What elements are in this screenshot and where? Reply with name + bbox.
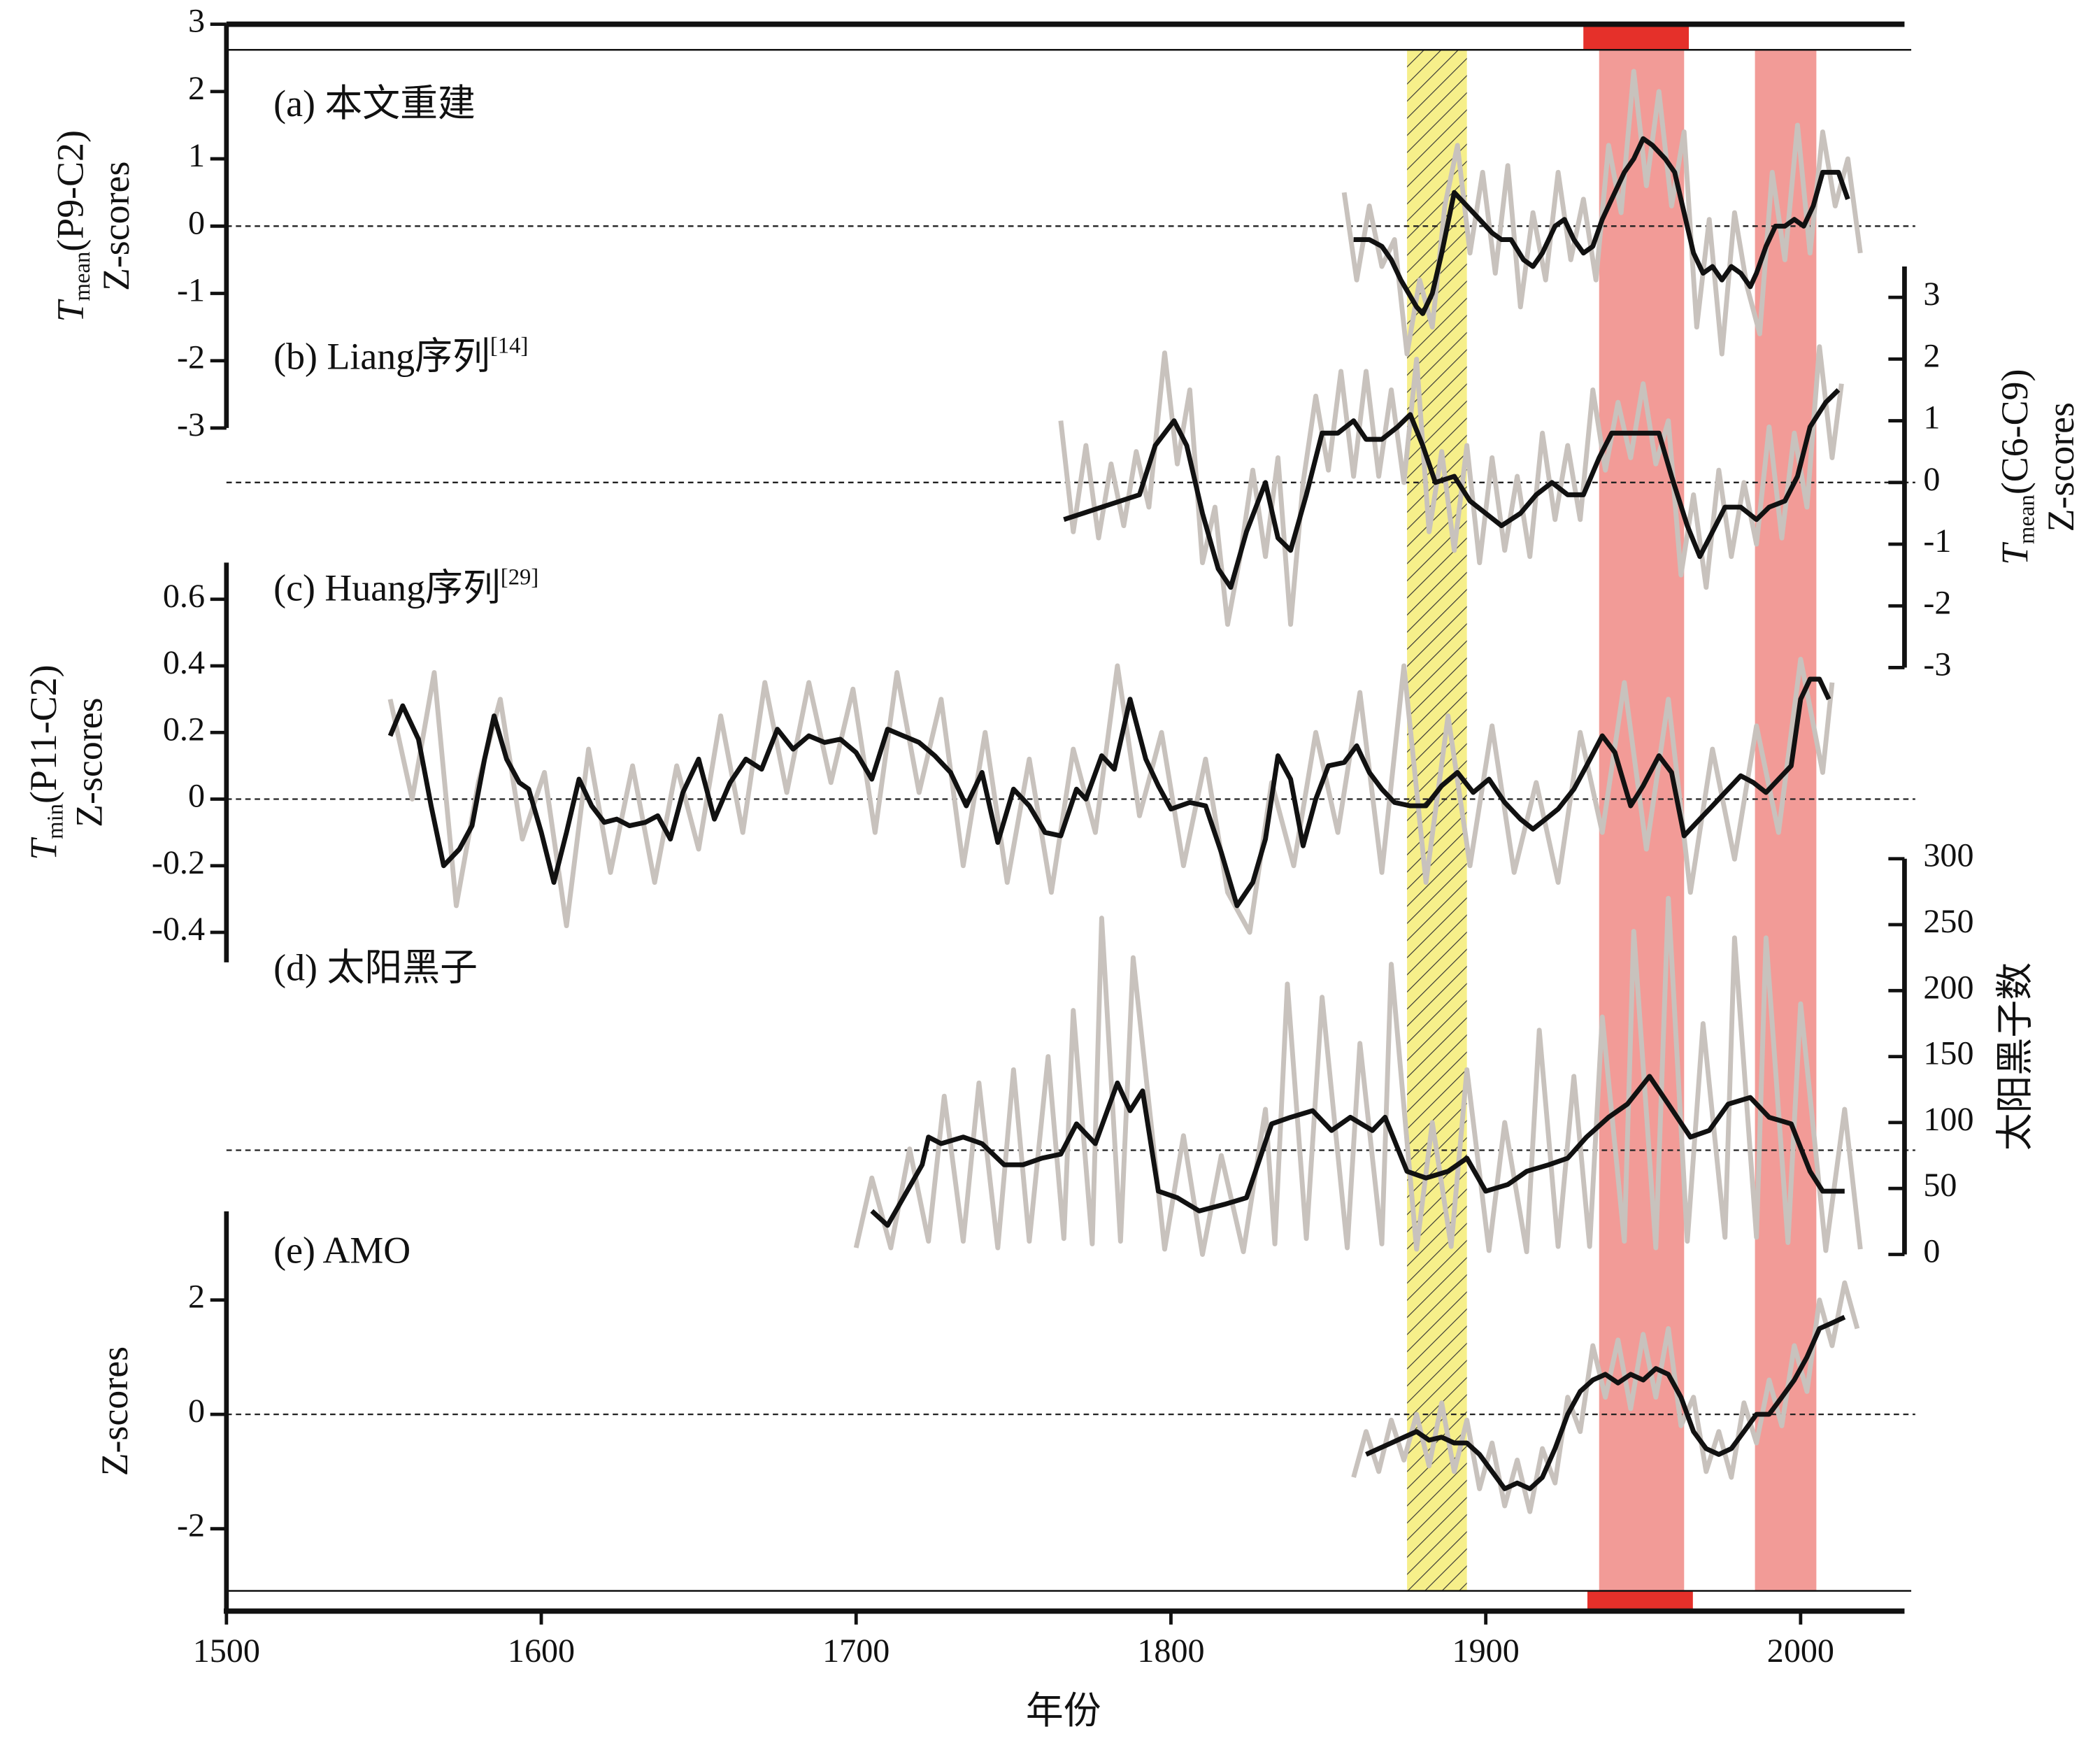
x-tick-label: 1700 <box>822 1632 890 1670</box>
y-tick-label: 2 <box>1923 337 1940 374</box>
x-tick-label: 1800 <box>1137 1632 1204 1670</box>
y-tick-label: 3 <box>188 3 205 40</box>
y-tick-label: -3 <box>177 406 205 443</box>
x-axis-label: 年份 <box>1026 1690 1101 1732</box>
panel-label-ref: [29] <box>501 564 538 590</box>
y-axis-label: Z-scores <box>2040 402 2082 532</box>
y-tick-label: -0.2 <box>152 844 205 881</box>
period-marker <box>1587 1591 1693 1612</box>
raw-series <box>387 657 1835 935</box>
panel-label: (d) 太阳黑子 <box>273 947 478 989</box>
panel-label-text: (e) AMO <box>273 1230 410 1272</box>
y-axis-label: Z-scores <box>94 1346 136 1477</box>
y-tick-label: -1 <box>1923 522 1951 560</box>
y-tick-label: 2 <box>188 70 205 107</box>
y-label-subscript: mean <box>69 252 94 301</box>
y-label-symbol: T <box>50 298 92 322</box>
y-tick-label: 1 <box>1923 399 1940 436</box>
smoothed-series <box>1353 136 1850 316</box>
y-tick-label: -3 <box>1923 646 1951 683</box>
y-tick-label: 0 <box>188 778 205 815</box>
panel-label-text: (b) Liang序列 <box>273 336 490 378</box>
y-tick-label: 0.6 <box>163 578 205 615</box>
y-tick-label: 300 <box>1923 837 1973 874</box>
smoothed-series <box>387 676 1831 909</box>
y-axis-label: 太阳黑子数 <box>1994 962 2036 1151</box>
y-axis-label: Tmean(C6-C9) <box>1994 369 2039 565</box>
x-tick-label: 1900 <box>1452 1632 1520 1670</box>
y-tick-label: 0 <box>188 204 205 241</box>
raw-series <box>853 895 1863 1257</box>
x-tick-label: 1600 <box>508 1632 575 1670</box>
x-tick-label: 2000 <box>1767 1632 1834 1670</box>
raw-series <box>1351 1280 1860 1514</box>
panel-label: (b) Liang序列[14] <box>273 333 528 378</box>
y-tick-label: 0 <box>1923 1233 1940 1270</box>
y-tick-label: 150 <box>1923 1035 1973 1072</box>
panel-label: (c) Huang序列[29] <box>273 564 538 609</box>
smoothed-series <box>870 1074 1845 1228</box>
panel-label: (a) 本文重建 <box>273 83 476 124</box>
x-tick-label: 1500 <box>193 1632 260 1670</box>
y-axis-label: Tmin(P11-C2) <box>22 664 68 860</box>
y-label-text: (P11-C2) <box>22 664 64 804</box>
y-tick-label: -2 <box>177 339 205 376</box>
y-tick-label: 0 <box>188 1393 205 1430</box>
y-axis-label: Z-scores <box>69 697 110 827</box>
y-tick-label: 1 <box>188 137 205 174</box>
y-axis-label: Tmean(P9-C2) <box>50 130 95 322</box>
y-label-text: (C6-C9) <box>1994 369 2036 495</box>
smoothed-series <box>1063 388 1841 590</box>
y-tick-label: 2 <box>188 1279 205 1316</box>
panel-label-text: (c) Huang序列 <box>273 567 501 609</box>
background-layer <box>226 50 1915 1591</box>
panel-label-text: (d) 太阳黑子 <box>273 947 478 989</box>
y-tick-label: -1 <box>177 272 205 309</box>
highlight-span <box>1755 50 1817 1591</box>
y-tick-label: 0.2 <box>163 711 205 748</box>
y-tick-label: 0 <box>1923 461 1940 498</box>
y-label-symbol: T <box>1994 541 2036 565</box>
y-label-subscript: min <box>43 804 68 839</box>
y-label-text: (P9-C2) <box>50 130 92 252</box>
y-tick-label: -2 <box>1923 584 1951 621</box>
y-tick-label: -2 <box>177 1507 205 1544</box>
y-tick-label: 0.4 <box>163 644 205 681</box>
raw-series <box>1341 69 1863 357</box>
panel-label: (e) AMO <box>273 1230 410 1272</box>
y-tick-label: 250 <box>1923 903 1973 940</box>
smoothed-series <box>1365 1314 1846 1491</box>
panel-label-ref: [14] <box>490 333 528 358</box>
y-tick-label: -0.4 <box>152 911 205 948</box>
panel-label-text: (a) 本文重建 <box>273 83 476 124</box>
y-tick-label: 100 <box>1923 1101 1973 1138</box>
y-axis-label: Z-scores <box>95 162 137 291</box>
y-tick-label: 50 <box>1923 1167 1957 1204</box>
y-tick-label: 200 <box>1923 969 1973 1006</box>
raw-series <box>1058 344 1844 627</box>
y-label-symbol: T <box>22 837 64 860</box>
y-tick-label: 3 <box>1923 276 1940 313</box>
y-label-subscript: mean <box>2014 495 2039 544</box>
period-marker <box>1583 24 1690 50</box>
